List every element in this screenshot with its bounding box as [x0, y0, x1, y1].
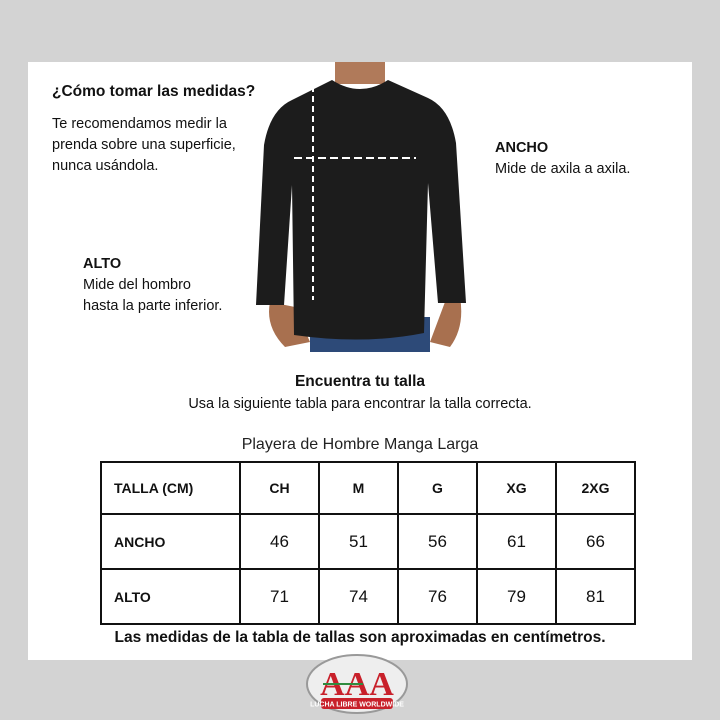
shirt-measurement-image — [256, 62, 466, 352]
header-cell: G — [397, 461, 478, 515]
neck — [335, 62, 385, 84]
alto-line: hasta la parte inferior. — [83, 298, 223, 314]
cell: 46 — [239, 513, 320, 570]
ancho-text: Mide de axila a axila. — [495, 161, 631, 177]
cell: 61 — [476, 513, 557, 570]
hands — [269, 297, 462, 347]
cell: 66 — [555, 513, 636, 570]
table-row: ANCHO 46 51 56 61 66 — [100, 513, 636, 570]
find-subtitle: Usa la siguiente tabla para encontrar la… — [188, 396, 532, 412]
cell: 81 — [555, 568, 636, 625]
cell: 74 — [318, 568, 399, 625]
ancho-title: ANCHO — [495, 140, 549, 156]
howto-line: nunca usándola. — [52, 158, 159, 174]
svg-text:LUCHA LIBRE WORLDWIDE: LUCHA LIBRE WORLDWIDE — [310, 702, 404, 709]
header-cell: M — [318, 461, 399, 515]
howto-line: prenda sobre una superficie, — [52, 137, 236, 153]
alto-line: Mide del hombro — [83, 277, 191, 293]
header-cell: TALLA (CM) — [100, 461, 241, 515]
size-table: TALLA (CM) CH M G XG 2XG ANCHO 46 51 56 … — [100, 461, 636, 625]
cell: 51 — [318, 513, 399, 570]
find-title: Encuentra tu talla — [294, 373, 426, 390]
header-cell: CH — [239, 461, 320, 515]
cell: 71 — [239, 568, 320, 625]
table-caption: Playera de Hombre Manga Larga — [241, 436, 479, 453]
howto-line: Te recomendamos medir la — [52, 116, 227, 132]
header-cell: 2XG — [555, 461, 636, 515]
alto-title: ALTO — [83, 256, 122, 272]
row-label: ALTO — [100, 568, 241, 625]
table-row: ALTO 71 74 76 79 81 — [100, 568, 636, 625]
aaa-logo: AAA LUCHA LIBRE WORLDWIDE — [306, 654, 408, 714]
howto-text: Te recomendamos medir la prenda sobre un… — [52, 114, 236, 177]
alto-text: Mide del hombro hasta la parte inferior. — [83, 275, 222, 317]
shirt — [256, 80, 466, 340]
table-header-row: TALLA (CM) CH M G XG 2XG — [100, 461, 636, 515]
howto-title: ¿Cómo tomar las medidas? — [52, 83, 256, 100]
header-cell: XG — [476, 461, 557, 515]
size-note: Las medidas de la tabla de tallas son ap… — [114, 629, 606, 646]
cell: 76 — [397, 568, 478, 625]
cell: 56 — [397, 513, 478, 570]
cell: 79 — [476, 568, 557, 625]
row-label: ANCHO — [100, 513, 241, 570]
